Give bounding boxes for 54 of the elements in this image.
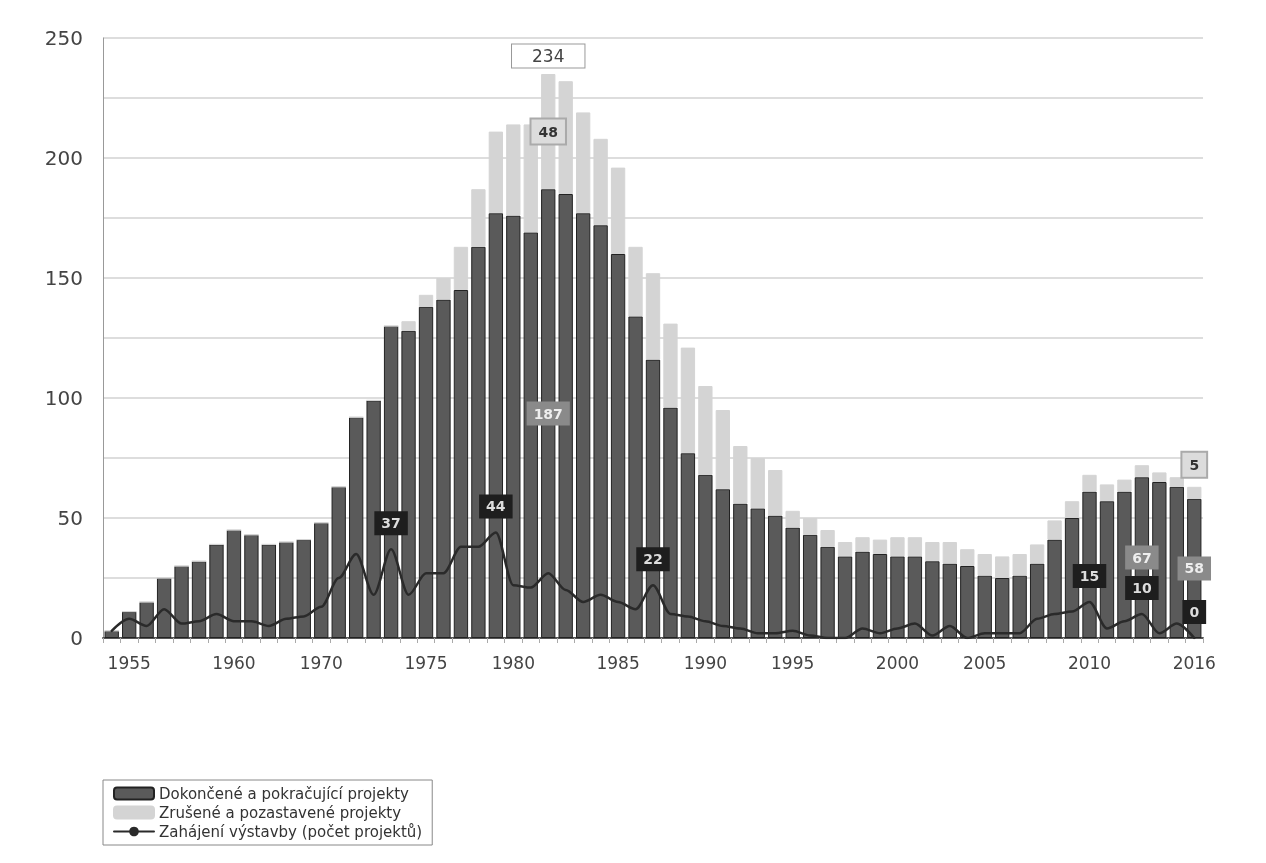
y-tick-label: 0 (70, 626, 83, 650)
x-tick-label: 1975 (404, 652, 448, 673)
x-tick-label: 1970 (299, 652, 343, 673)
bar (855, 537, 870, 552)
data-label: 187 (533, 405, 563, 422)
legend-label: Zrušené a pozastavené projekty (159, 803, 402, 822)
y-tick-label: 250 (44, 26, 83, 50)
total-label: 234 (532, 46, 565, 66)
bar (977, 554, 992, 576)
x-tick-label: 1960 (212, 652, 256, 673)
data-label: 58 (1184, 560, 1205, 577)
data-label: 22 (643, 551, 663, 568)
bar (925, 542, 940, 562)
x-tick-label: 1990 (683, 652, 728, 673)
data-label: 44 (486, 498, 506, 515)
bar (1099, 484, 1115, 502)
x-tick-label: 2000 (875, 652, 920, 673)
x-tick-label: 2005 (963, 652, 1007, 673)
x-tick-label: 1980 (491, 652, 535, 673)
bar (1152, 472, 1167, 482)
bar (1117, 479, 1132, 492)
x-tick-label: 1955 (107, 652, 151, 673)
y-tick-label: 150 (44, 266, 83, 290)
x-tick-label: 2016 (1172, 652, 1216, 673)
bar (1134, 465, 1150, 478)
bar (768, 470, 783, 516)
x-tick-label: 2010 (1067, 652, 1112, 673)
y-tick-label: 200 (44, 146, 83, 170)
bar (942, 542, 957, 564)
bar (907, 537, 923, 557)
data-label: 5 (1189, 456, 1200, 473)
bar (401, 321, 416, 331)
bar (1029, 544, 1045, 564)
bar (960, 549, 975, 566)
bar (418, 294, 434, 307)
bar (1187, 486, 1202, 499)
data-label: 15 (1079, 568, 1100, 584)
data-label: 0 (1189, 604, 1200, 620)
data-label: 67 (1132, 549, 1152, 566)
bar (890, 537, 905, 557)
data-label: 10 (1132, 580, 1152, 596)
legend-label: Zahájení výstavby (počet projektů) (159, 822, 423, 841)
x-tick-label: 1995 (771, 652, 815, 673)
legend-label: Dokončené a pokračující projekty (159, 784, 410, 803)
bar (1012, 554, 1027, 576)
bar (837, 542, 853, 557)
bar (872, 539, 888, 554)
x-tick-label: 1985 (596, 652, 640, 673)
bar (820, 530, 835, 547)
y-tick-label: 50 (57, 506, 83, 530)
bar (1082, 474, 1097, 492)
data-label: 37 (381, 515, 401, 532)
y-tick-label: 100 (44, 386, 83, 410)
data-label: 48 (538, 123, 558, 140)
